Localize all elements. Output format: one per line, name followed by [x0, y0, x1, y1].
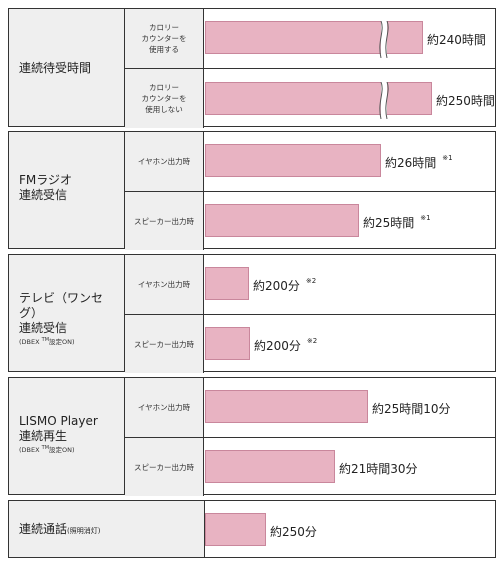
standby-row-label: カロリー カウンターを 使用しない — [125, 69, 204, 128]
talk-time-label-cell: 連続通話(照明消灯) — [9, 501, 205, 557]
dbex-setting-note: (DBEX TM設定ON) — [19, 337, 75, 347]
lismo-bar-earphone — [205, 390, 368, 423]
standby-row-calorie-off: カロリー カウンターを 使用しない 約250時間 — [125, 68, 495, 128]
tv-row-label: スピーカー出力時 — [125, 315, 204, 373]
footnote-marker: ※1 — [442, 154, 453, 162]
tv-row-speaker: スピーカー出力時 約200分 ※2 — [125, 314, 495, 373]
standby-group: 連続待受時間 カロリー カウンターを 使用する 約240時間 — [8, 8, 496, 128]
tv-value-speaker: 約200分 ※2 — [254, 337, 318, 353]
axis-break-mark — [379, 21, 389, 58]
battery-spec-table: 連続待受時間 カロリー カウンターを 使用する 約240時間 — [8, 8, 496, 558]
tv-oneseg-group: テレビ（ワンセグ） 連続受信 (DBEX TM設定ON) イヤホン出力時 約20… — [8, 254, 496, 373]
axis-break-mark — [379, 82, 389, 119]
fm-row-earphone: イヤホン出力時 約26時間 ※1 — [125, 132, 495, 191]
standby-bar-calorie-on — [205, 21, 423, 54]
standby-label-cell: 連続待受時間 — [9, 9, 125, 126]
talk-time-sub: (照明消灯) — [67, 527, 101, 535]
lismo-row-label: イヤホン出力時 — [125, 378, 204, 437]
talk-time-group: 連続通話(照明消灯) 約250分 — [8, 500, 496, 558]
fm-value-earphone: 約26時間 ※1 — [385, 154, 453, 170]
lismo-player-label-cell: LISMO Player 連続再生 (DBEX TM設定ON) — [9, 378, 125, 494]
fm-row-label: スピーカー出力時 — [125, 192, 204, 250]
tv-row-earphone: イヤホン出力時 約200分 ※2 — [125, 255, 495, 314]
standby-row-calorie-on: カロリー カウンターを 使用する 約240時間 — [125, 9, 495, 68]
tv-oneseg-label-cell: テレビ（ワンセグ） 連続受信 (DBEX TM設定ON) — [9, 255, 125, 371]
tv-bar-earphone — [205, 267, 249, 300]
fm-radio-label-line1: FMラジオ — [19, 173, 73, 187]
standby-value-calorie-on: 約240時間 — [427, 33, 486, 47]
standby-row-label: カロリー カウンターを 使用する — [125, 9, 204, 68]
talk-time-value: 約250分 — [270, 525, 317, 539]
tv-label-line2: 連続受信 — [19, 321, 68, 335]
fm-bar-speaker — [205, 204, 359, 237]
fm-bar-earphone — [205, 144, 381, 177]
fm-value-speaker: 約25時間 ※1 — [363, 214, 431, 230]
fm-row-speaker: スピーカー出力時 約25時間 ※1 — [125, 191, 495, 250]
lismo-row-earphone: イヤホン出力時 約25時間10分 — [125, 378, 495, 437]
footnote-marker: ※2 — [306, 337, 318, 345]
footnote-marker: ※2 — [305, 277, 317, 285]
lismo-row-label: スピーカー出力時 — [125, 438, 204, 496]
talk-time-bar — [205, 513, 266, 546]
footnote-marker: ※1 — [420, 214, 431, 222]
fm-radio-label-cell: FMラジオ 連続受信 — [9, 132, 125, 248]
lismo-bar-speaker — [205, 450, 335, 483]
tv-label-line1: テレビ（ワンセグ） — [19, 291, 104, 320]
fm-row-label: イヤホン出力時 — [125, 132, 204, 191]
standby-label: 連続待受時間 — [19, 61, 92, 75]
dbex-setting-note: (DBEX TM設定ON) — [19, 445, 75, 455]
tv-row-label: イヤホン出力時 — [125, 255, 204, 314]
fm-radio-group: FMラジオ 連続受信 イヤホン出力時 約26時間 ※1 スピーカー出力時 約25時… — [8, 131, 496, 250]
lismo-value-earphone: 約25時間10分 — [372, 402, 451, 416]
fm-radio-label-line2: 連続受信 — [19, 188, 68, 202]
talk-time-label: 連続通話 — [19, 522, 68, 536]
tv-bar-speaker — [205, 327, 250, 360]
lismo-label-line1: LISMO Player — [19, 414, 98, 428]
lismo-label-line2: 連続再生 — [19, 429, 68, 443]
tv-value-earphone: 約200分 ※2 — [253, 277, 317, 293]
standby-bar-calorie-off — [205, 82, 432, 115]
lismo-value-speaker: 約21時間30分 — [339, 462, 418, 476]
standby-value-calorie-off: 約250時間 — [436, 94, 495, 108]
lismo-player-group: LISMO Player 連続再生 (DBEX TM設定ON) イヤホン出力時 … — [8, 377, 496, 496]
lismo-row-speaker: スピーカー出力時 約21時間30分 — [125, 437, 495, 496]
